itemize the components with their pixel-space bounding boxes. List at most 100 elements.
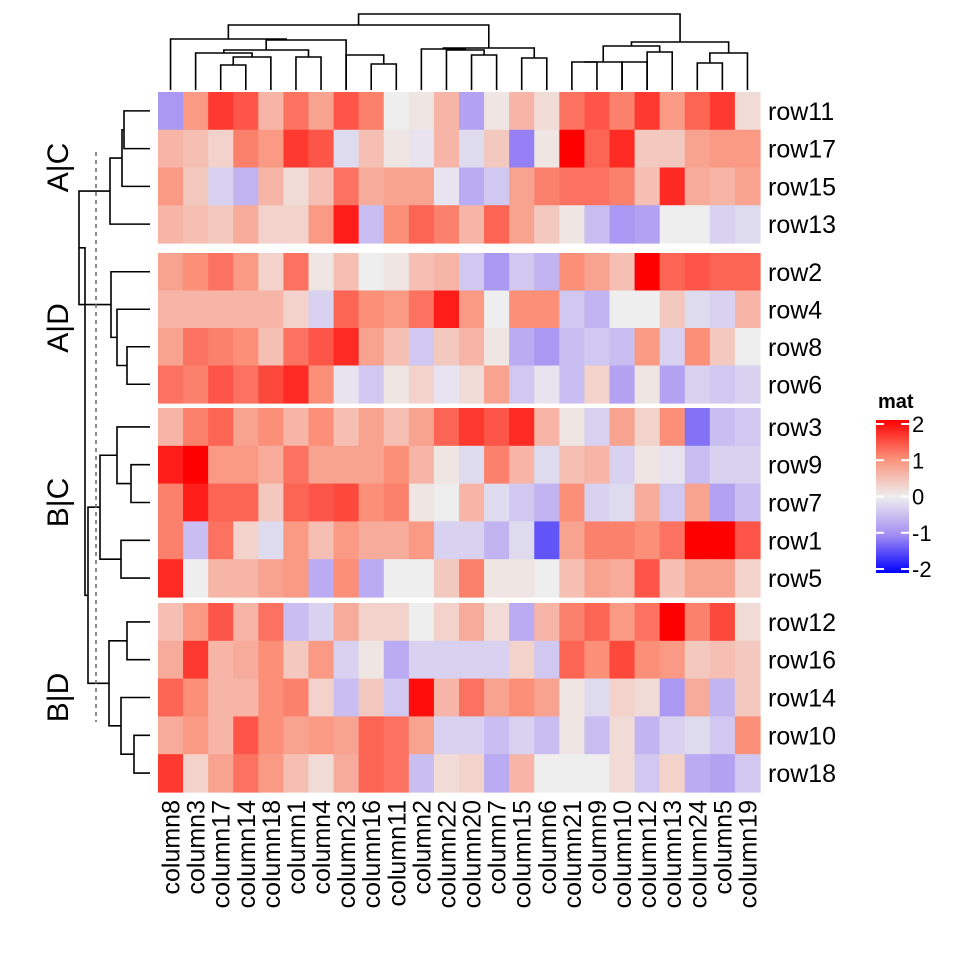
- heatmap-cell: [509, 408, 535, 447]
- heatmap-cell: [684, 559, 711, 598]
- slice-label: A|C: [42, 143, 75, 192]
- heatmap-cell: [584, 754, 611, 793]
- heatmap-cell: [183, 603, 209, 642]
- heatmap-cell: [408, 483, 435, 522]
- heatmap-cell: [283, 205, 310, 244]
- heatmap-cell: [283, 716, 310, 755]
- heatmap-cell: [233, 754, 259, 793]
- heatmap-cell: [158, 716, 184, 755]
- heatmap-cell: [158, 92, 184, 131]
- heatmap-cell: [484, 205, 510, 244]
- heatmap-cell: [308, 754, 335, 793]
- heatmap-cell: [408, 129, 435, 169]
- heatmap-cell: [709, 716, 736, 755]
- heatmap-cell: [459, 129, 485, 169]
- heatmap-cell: [609, 253, 636, 292]
- heatmap-cell: [433, 290, 460, 329]
- heatmap-cell: [283, 167, 310, 206]
- row-label: row7: [768, 490, 822, 518]
- heatmap-cell: [584, 205, 611, 244]
- heatmap-cell: [283, 129, 310, 169]
- heatmap-cell: [609, 328, 636, 367]
- dendrogram-branch: [121, 128, 150, 188]
- heatmap-cell: [584, 483, 611, 522]
- row-label: row14: [768, 685, 836, 713]
- heatmap-cell: [283, 603, 310, 642]
- heatmap-cell: [534, 205, 560, 244]
- heatmap-cell: [183, 521, 209, 560]
- dendrogram-branch: [345, 54, 385, 90]
- heatmap-cell: [459, 754, 485, 793]
- heatmap-cell: [659, 253, 686, 292]
- heatmap-cell: [308, 408, 335, 447]
- heatmap-cell: [534, 678, 560, 717]
- heatmap-cell: [283, 445, 310, 485]
- heatmap-cell: [408, 205, 435, 244]
- heatmap-cell: [534, 92, 560, 131]
- heatmap-cell: [509, 603, 535, 642]
- heatmap-cell: [559, 445, 586, 485]
- heatmap-cell: [233, 205, 259, 244]
- row-label: row17: [768, 136, 836, 164]
- heatmap-cell: [283, 483, 310, 522]
- heatmap-cell: [684, 92, 711, 131]
- heatmap-cell: [459, 445, 485, 485]
- heatmap-cell: [459, 559, 485, 598]
- heatmap-cell: [158, 603, 184, 642]
- dendrogram-branch: [227, 24, 490, 48]
- heatmap-cell: [383, 445, 410, 485]
- heatmap-cell: [308, 290, 335, 329]
- heatmap-cell: [509, 290, 535, 329]
- heatmap-cell: [584, 603, 611, 642]
- heatmap-cell: [333, 408, 360, 447]
- heatmap-cell: [208, 167, 234, 206]
- row-label: row1: [768, 527, 822, 555]
- heatmap-cell: [358, 521, 385, 560]
- heatmap-cell: [258, 559, 285, 598]
- heatmap-cell: [358, 754, 385, 793]
- heatmap-cell: [559, 678, 586, 717]
- heatmap-cell: [659, 408, 686, 447]
- heatmap-cell: [383, 603, 410, 642]
- heatmap-cell: [634, 253, 661, 292]
- heatmap-cell: [233, 559, 259, 598]
- row-label: row8: [768, 334, 822, 362]
- heatmap-cell: [459, 640, 485, 680]
- heatmap-cell: [659, 129, 686, 169]
- heatmap-cell: [158, 365, 184, 404]
- heatmap-cell: [734, 253, 761, 292]
- heatmap-cell: [734, 640, 761, 680]
- heatmap-cell: [183, 328, 209, 367]
- heatmap-cell: [383, 678, 410, 717]
- heatmap-cell: [333, 678, 360, 717]
- heatmap-cell: [358, 328, 385, 367]
- column-label: column20: [459, 800, 487, 908]
- heatmap-cell: [333, 290, 360, 329]
- heatmap-cell: [433, 253, 460, 292]
- heatmap-cell: [408, 445, 435, 485]
- heatmap-cell: [684, 678, 711, 717]
- heatmap-cell: [408, 253, 435, 292]
- heatmap-cell: [333, 716, 360, 755]
- column-label: column9: [584, 800, 612, 895]
- heatmap-cells: [158, 92, 761, 793]
- heatmap-cell: [634, 678, 661, 717]
- heatmap-cell: [559, 483, 586, 522]
- heatmap-cell: [283, 678, 310, 717]
- heatmap-cell: [659, 365, 686, 404]
- heatmap-cell: [684, 290, 711, 329]
- dendrogram-branch: [126, 621, 150, 661]
- heatmap-cell: [534, 754, 560, 793]
- heatmap-cell: [208, 603, 234, 642]
- heatmap-cell: [584, 290, 611, 329]
- dendrogram-branch: [621, 61, 648, 90]
- dendrogram-branch: [445, 49, 485, 90]
- heatmap-cell: [709, 483, 736, 522]
- legend-title: mat: [878, 391, 914, 413]
- heatmap-cell: [233, 445, 259, 485]
- heatmap-cell: [609, 521, 636, 560]
- heatmap-cell: [684, 205, 711, 244]
- heatmap-cell: [358, 92, 385, 131]
- heatmap-cell: [509, 365, 535, 404]
